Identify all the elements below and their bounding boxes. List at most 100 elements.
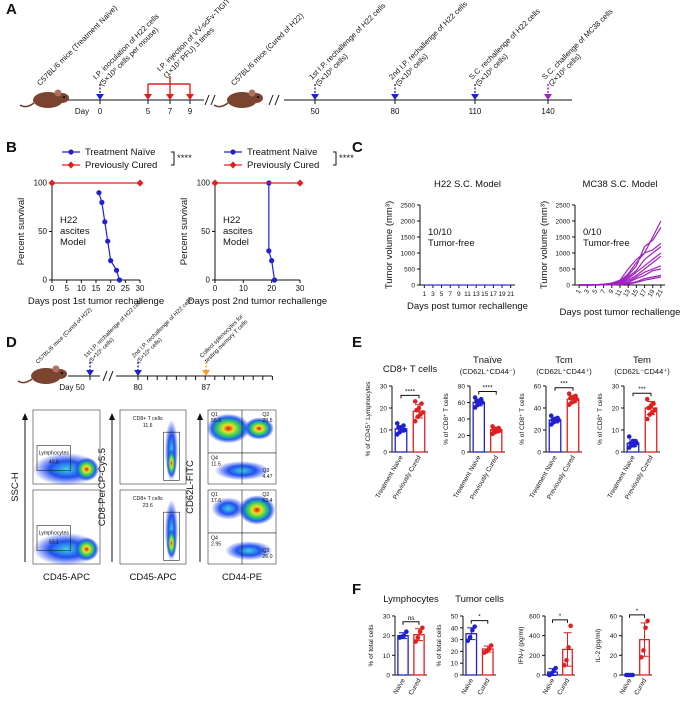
y-tick-label: 2500	[556, 203, 571, 210]
y-tick-label: 0	[537, 450, 541, 457]
y-tick-label: 500	[404, 267, 415, 274]
y-tick-label: 0	[383, 450, 387, 457]
y-tick-label: 200	[529, 653, 540, 660]
x-tick-label: 15	[481, 291, 489, 298]
panel-letter: D	[6, 334, 17, 351]
day-label: Day	[75, 107, 89, 116]
arrow-head	[96, 94, 104, 100]
x-tick-label: 1	[423, 291, 427, 298]
mouse-body	[31, 368, 61, 384]
category-label: Cured	[633, 677, 648, 696]
data-point	[566, 391, 572, 397]
quadrant-value: 55.5	[211, 418, 221, 424]
y-tick-label: 50	[201, 227, 210, 236]
density	[166, 528, 177, 559]
bar	[397, 635, 409, 676]
y-tick-label: 2500	[401, 203, 416, 210]
data-point	[652, 407, 658, 413]
legend-marker	[229, 161, 237, 169]
legend-label: Previously Cured	[85, 160, 157, 171]
data-point	[641, 648, 646, 653]
event-label: 2nd I.P. rechallenge of H22 cells	[387, 0, 469, 81]
x-tick-label: 13	[473, 291, 481, 298]
y-tick-label: 0	[461, 450, 465, 457]
data-point	[420, 410, 426, 415]
annotation: H22	[60, 215, 77, 226]
data-point	[490, 424, 495, 429]
arrow-head	[144, 94, 152, 100]
x-tick-label: 11	[614, 288, 624, 298]
x-tick-label: 21	[655, 288, 665, 298]
arrow-head	[166, 94, 174, 100]
mouse-eye	[61, 372, 63, 374]
legend-label: Treatment Naïve	[85, 147, 155, 158]
gate-value: 11.6	[143, 423, 153, 429]
y-axis-title: IFN-γ (pg/ml)	[518, 627, 525, 665]
data-point	[564, 657, 569, 663]
y-tick-label: 30	[612, 384, 620, 391]
quadrant-name: Q3	[262, 468, 269, 474]
annotation: 10/10	[428, 227, 452, 238]
data-point	[644, 396, 650, 402]
y-tick-label: 1000	[556, 251, 571, 258]
day-label: 7	[168, 107, 173, 116]
significance: ****	[339, 153, 354, 164]
data-point	[416, 405, 422, 411]
y-axis-title: IL-2 (pg/ml)	[595, 629, 602, 662]
data-point	[402, 427, 408, 433]
day-label: 80	[391, 107, 400, 116]
data-point	[478, 396, 484, 402]
data-point	[562, 662, 567, 668]
mouse-ear	[248, 89, 256, 97]
chart-title: Tcm	[555, 355, 573, 366]
mouse-eye	[257, 96, 259, 98]
significance: ***	[560, 381, 568, 388]
y-tick-label: 0	[454, 673, 458, 680]
significance: ***	[638, 386, 646, 393]
y-tick-label: 60	[458, 400, 466, 407]
gate-value: 23.6	[143, 503, 153, 509]
quadrant-name: Q4	[211, 455, 218, 461]
gate-value: 40.9	[49, 459, 59, 465]
x-tick-label: 13	[622, 288, 632, 298]
x-tick-label: 3	[583, 288, 591, 295]
bracket	[629, 614, 645, 618]
event-label: S.C. rechallenge of H22 cells	[467, 6, 542, 81]
data-point	[412, 418, 418, 424]
annotation: Model	[223, 237, 249, 248]
mouse-tail	[19, 102, 35, 108]
axis-title: SSC-H	[10, 472, 21, 502]
mouse-ear	[52, 365, 60, 373]
chart-title: Tem	[633, 355, 651, 366]
x-tick-label: 30	[296, 284, 305, 293]
quadrant-value: 2.95	[211, 541, 221, 547]
legend-marker	[68, 149, 74, 155]
y-tick-label: 20	[610, 653, 618, 660]
day-label: 50	[311, 107, 320, 116]
x-tick-label: 19	[498, 291, 506, 298]
y-tick-label: 600	[529, 614, 540, 621]
significance: ****	[405, 388, 416, 395]
day-label: 80	[134, 383, 143, 392]
significance: ****	[482, 385, 493, 392]
chart-title: CD8+ T cells	[383, 364, 438, 375]
day-label: 87	[202, 383, 211, 392]
point	[113, 267, 120, 273]
axis-break	[102, 370, 108, 382]
significance: ns	[408, 615, 416, 622]
mouse-tail	[17, 378, 33, 384]
panel-letter: B	[6, 139, 17, 156]
y-tick-label: 0	[411, 283, 415, 290]
chart-title: MC38 S.C. Model	[583, 179, 658, 190]
data-point	[644, 416, 650, 422]
x-tick-label: 19	[647, 288, 657, 298]
y-axis-title: % of CD8⁺ T cells	[443, 392, 450, 444]
point	[96, 190, 102, 196]
y-tick-label: 500	[559, 267, 570, 274]
density	[74, 457, 99, 482]
y-tick-label: 0	[566, 283, 570, 290]
x-tick-label: 15	[630, 288, 640, 298]
bar	[566, 398, 580, 453]
x-tick-label: 9	[457, 291, 461, 298]
